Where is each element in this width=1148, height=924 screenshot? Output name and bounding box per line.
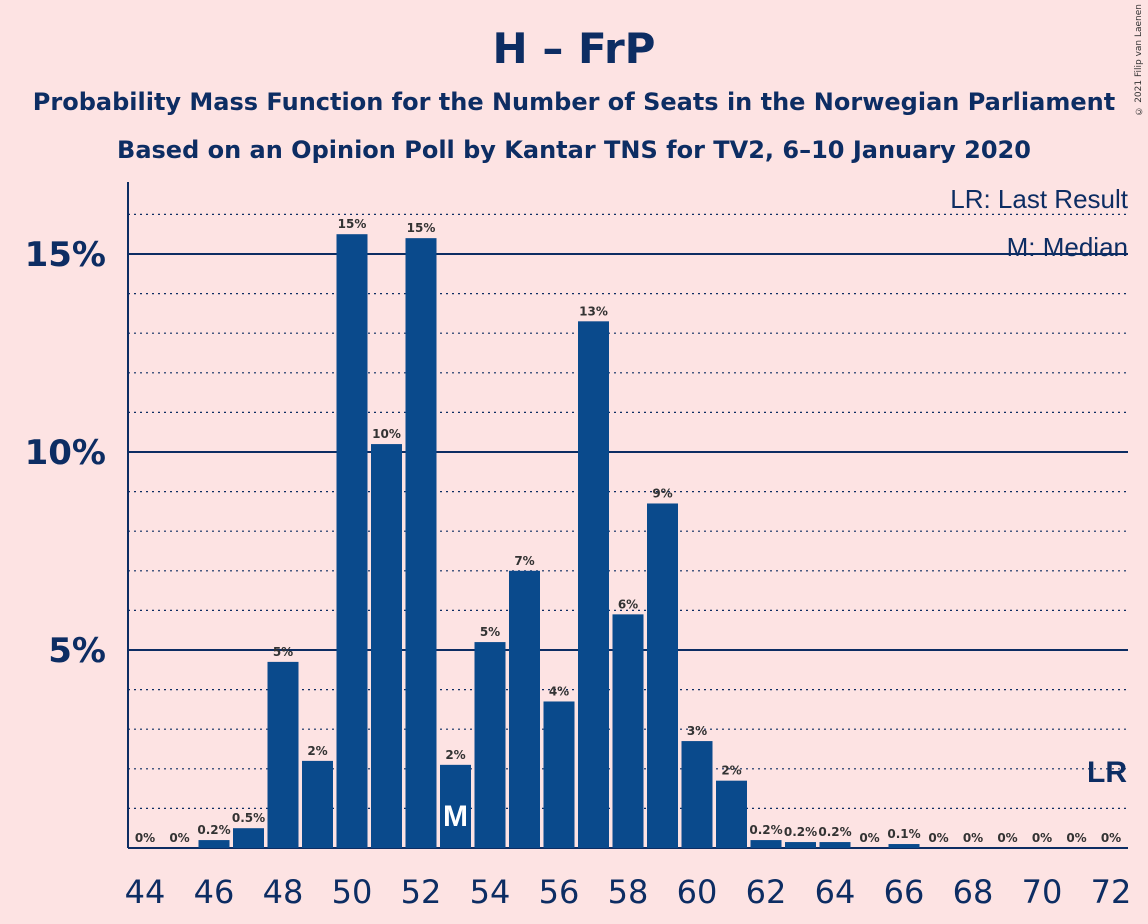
data-label: 0.1% — [887, 827, 920, 841]
data-label: 2% — [721, 764, 741, 778]
data-label: 7% — [514, 554, 534, 568]
legend-median: M: Median — [1006, 232, 1128, 262]
data-label: 9% — [652, 486, 672, 500]
x-tick-label: 72 — [1091, 873, 1132, 911]
y-tick-label: 15% — [25, 235, 106, 275]
data-label: 0.2% — [784, 825, 817, 839]
data-label: 10% — [372, 427, 401, 441]
y-tick-label: 5% — [48, 631, 106, 671]
data-label: 3% — [687, 724, 707, 738]
x-tick-label: 68 — [953, 873, 994, 911]
bar-seat-49 — [302, 760, 333, 848]
data-label: 0% — [997, 831, 1017, 845]
legend-last-result: LR: Last Result — [950, 184, 1128, 214]
bar-seat-48 — [267, 661, 299, 848]
x-tick-label: 66 — [884, 873, 925, 911]
bar-seat-56 — [543, 701, 575, 848]
last-result-marker: LR — [1087, 756, 1127, 789]
data-label: 0.5% — [232, 811, 265, 825]
x-tick-label: 50 — [332, 873, 373, 911]
data-label: 0% — [169, 831, 189, 845]
data-label: 0.2% — [197, 823, 230, 837]
data-label: 4% — [549, 684, 569, 698]
x-tick-label: 56 — [539, 873, 580, 911]
bar-seat-64 — [819, 842, 851, 848]
data-label: 6% — [618, 597, 638, 611]
bar-seat-51 — [371, 444, 402, 848]
bar-seat-50 — [336, 234, 368, 848]
chart-subtitle-2: Based on an Opinion Poll by Kantar TNS f… — [117, 136, 1031, 164]
bar-seat-60 — [681, 741, 713, 848]
chart-subtitle-1: Probability Mass Function for the Number… — [32, 88, 1116, 116]
chart-title: H – FrP — [492, 24, 656, 73]
data-label: 5% — [273, 645, 293, 659]
bar-seat-61 — [716, 780, 747, 848]
x-tick-label: 52 — [401, 873, 442, 911]
median-marker: M — [443, 800, 468, 833]
data-label: 15% — [407, 221, 436, 235]
data-label: 2% — [307, 744, 327, 758]
bar-seat-59 — [647, 503, 678, 848]
data-label: 0.2% — [749, 823, 782, 837]
bar-seat-46 — [198, 840, 230, 848]
data-label: 0% — [928, 831, 948, 845]
x-tick-label: 70 — [1022, 873, 1063, 911]
data-label: 0% — [963, 831, 983, 845]
data-label: 0.2% — [818, 825, 851, 839]
data-label: 0% — [1066, 831, 1086, 845]
x-tick-label: 64 — [815, 873, 856, 911]
data-label: 0% — [1032, 831, 1052, 845]
x-tick-label: 58 — [608, 873, 649, 911]
bar-seat-63 — [785, 842, 816, 848]
x-tick-label: 46 — [194, 873, 235, 911]
x-tick-label: 62 — [746, 873, 787, 911]
bar-seat-66 — [888, 844, 920, 848]
data-label: 5% — [480, 625, 500, 639]
data-label: 15% — [338, 217, 367, 231]
x-tick-label: 44 — [125, 873, 166, 911]
data-label: 0% — [859, 831, 879, 845]
bar-seat-53 — [440, 764, 471, 848]
bar-seat-58 — [612, 614, 644, 848]
x-tick-label: 48 — [263, 873, 304, 911]
bar-seat-57 — [578, 321, 609, 848]
data-label: 13% — [579, 304, 608, 318]
bar-seat-62 — [750, 840, 782, 848]
y-tick-label: 10% — [25, 433, 106, 473]
data-label: 2% — [445, 748, 465, 762]
x-tick-label: 54 — [470, 873, 511, 911]
data-label: 0% — [135, 831, 155, 845]
bar-seat-52 — [405, 238, 437, 848]
bar-seat-54 — [474, 642, 506, 848]
bar-seat-55 — [509, 570, 540, 848]
x-tick-label: 60 — [677, 873, 718, 911]
data-label: 0% — [1101, 831, 1121, 845]
bar-seat-47 — [233, 828, 264, 848]
